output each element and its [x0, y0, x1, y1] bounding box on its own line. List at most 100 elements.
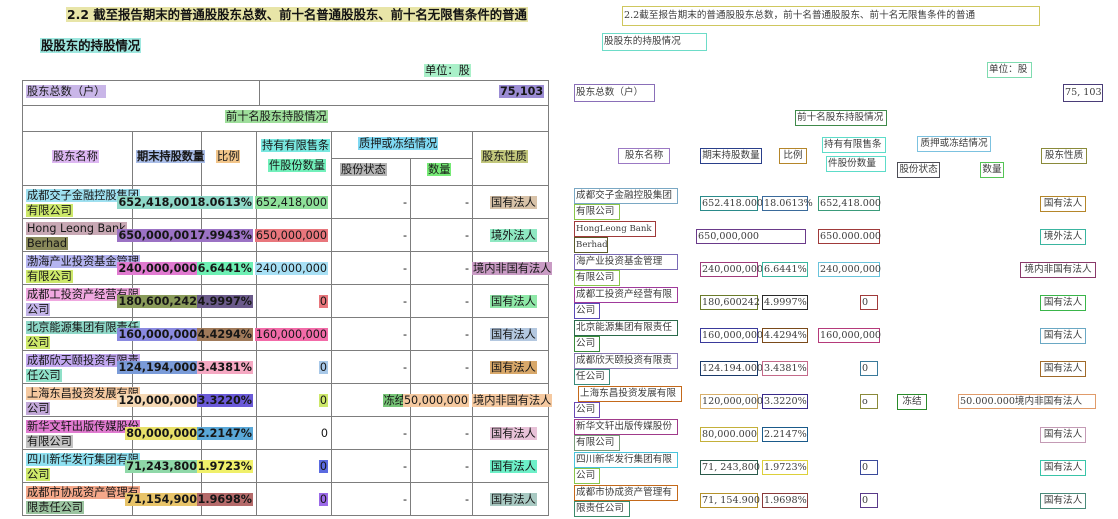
- doc-row-1-name-line1-text: Hong Leong Bank: [26, 222, 127, 235]
- doc-row-4-restricted-text: 160,000,000: [254, 328, 328, 341]
- doc-row-3-ratio-text: 4.9997%: [196, 295, 253, 308]
- ocr-row-6-name-line1: 上海东昌投资发展有限: [578, 386, 682, 402]
- doc-row-8-nature: 国有法人: [490, 460, 537, 473]
- doc-row-1-status: -: [402, 229, 407, 242]
- doc-row-2-nature-text: 境内非国有法人: [472, 262, 553, 275]
- doc-row-2-status: -: [402, 262, 407, 275]
- table-rule: [22, 131, 549, 132]
- doc-row-3-shares-text: 180,600,242: [117, 295, 198, 308]
- doc-row-0-name-line2-text: 有限公司: [26, 204, 73, 217]
- doc-row-7-nature: 国有法人: [490, 427, 537, 440]
- doc-row-0-nature: 国有法人: [490, 196, 537, 209]
- ocr-row-3-shares: 180,600242: [700, 295, 760, 310]
- doc-row-9-status: -: [402, 493, 407, 506]
- doc-row-7-restricted: 0: [320, 427, 328, 440]
- ocr-row-9-restricted: 0: [860, 493, 878, 508]
- ocr-row-3-name-line2: 公司: [574, 303, 600, 319]
- doc-row-2-qty: -: [464, 262, 469, 275]
- doc-row-4-status: -: [402, 328, 407, 341]
- header-ratio: 比例: [216, 150, 241, 163]
- doc-row-6-name-line1-text: 上海东昌投资发展有限: [26, 387, 140, 400]
- table-rule: [410, 158, 411, 515]
- total-holders-value-text: 75,103: [499, 85, 545, 98]
- ocr-row-0-name-line1: 成都交子金融控股集团: [574, 188, 678, 204]
- doc-row-9-ratio: 1.9698%: [0, 493, 253, 506]
- doc-row-2-name-line2: 有限公司: [26, 270, 73, 283]
- doc-row-2-nature: 境内非国有法人: [472, 262, 553, 275]
- ocr-row-5-shares: 124.194.000: [700, 361, 763, 376]
- doc-row-8-ratio: 1.9723%: [0, 460, 253, 473]
- ocr-header-nature: 股东性质: [1041, 148, 1087, 164]
- doc-row-2-name-line1: 渤海产业投资基金管理: [26, 255, 140, 268]
- ocr-row-5-name-line2: 任公司: [574, 369, 610, 385]
- table-rule: [22, 383, 549, 384]
- doc-row-6-name-line1: 上海东昌投资发展有限: [26, 387, 140, 400]
- doc-row-7-status: -: [402, 427, 407, 440]
- ocr-row-8-ratio: 1.9723%: [762, 460, 808, 475]
- doc-row-6-restricted-text: 0: [318, 394, 328, 407]
- doc-row-6-qty-text: 50,000,000: [402, 394, 469, 407]
- doc-row-1-nature-text: 境外法人: [490, 229, 537, 242]
- doc-row-9-shares-text: 71,154,900: [125, 493, 198, 506]
- original-document-panel: 2.2 截至报告期末的普通股股东总数、前十名普通股股东、前十名无限售条件的普通 …: [0, 7, 553, 516]
- doc-row-2-ratio-text: 6.6441%: [196, 262, 253, 275]
- ocr-title-line2: 股股东的持股情况: [602, 33, 707, 51]
- ocr-row-5-name-line1: 成都欣天颐投资有限责: [574, 353, 678, 369]
- ocr-row-1-shares: 650,000,000: [696, 229, 806, 244]
- doc-row-5-name-line1: 成都欣天颐投资有限责: [26, 354, 140, 367]
- ocr-row-2-name-line2: 有限公司: [574, 270, 620, 286]
- section-label: 前十名股东持股情况: [225, 110, 328, 123]
- table-rule: [472, 131, 473, 515]
- doc-row-1-name-line2: Berhad: [26, 237, 69, 250]
- doc-row-6-qty: 50,000,000: [0, 394, 469, 407]
- header-name: 股东名称: [52, 150, 99, 163]
- doc-row-3-restricted: 0: [0, 295, 328, 308]
- ocr-row-1-name-line1: HongLeong Bank: [574, 221, 656, 237]
- ocr-row-7-nature: 国有法人: [1040, 427, 1086, 443]
- ocr-row-6-shares: 120,000,000: [700, 394, 763, 409]
- doc-row-0-restricted: 652,418,000: [0, 196, 328, 209]
- table-rule: [22, 515, 549, 516]
- doc-row-7-ratio-text: 2.2147%: [196, 427, 253, 440]
- doc-row-9-name-line2: 限责任公司: [26, 501, 84, 514]
- doc-row-7-name-line2: 有限公司: [26, 435, 73, 448]
- doc-row-3-name-line1-text: 成都工投资产经营有限: [26, 288, 140, 301]
- doc-row-2-restricted-text: 240,000,000: [254, 262, 328, 275]
- doc-row-1-name-line1: Hong Leong Bank: [26, 222, 127, 235]
- total-holders-label-text: 股东总数（户）: [26, 85, 107, 98]
- doc-row-5-shares: 124,194,000: [0, 361, 198, 374]
- doc-row-9-name-line2-text: 限责任公司: [26, 501, 84, 514]
- header-restricted-l1-text: 持有有限售条: [261, 139, 331, 152]
- table-rule: [22, 449, 549, 450]
- doc-row-7-qty: -: [464, 427, 469, 440]
- header-nature: 股东性质: [481, 150, 528, 163]
- ocr-row-0-nature: 国有法人: [1040, 196, 1086, 212]
- header-nature-text: 股东性质: [481, 150, 528, 163]
- doc-row-4-name-line1-text: 北京能源集团有限责任: [26, 321, 140, 334]
- ocr-row-5-restricted: 0: [860, 361, 878, 376]
- doc-row-5-name-line1-text: 成都欣天颐投资有限责: [26, 354, 140, 367]
- doc-row-8-status: -: [402, 460, 407, 473]
- table-rule: [22, 80, 23, 515]
- doc-row-0-qty: -: [464, 196, 469, 209]
- doc-row-5-nature: 国有法人: [490, 361, 537, 374]
- doc-row-5-nature-text: 国有法人: [490, 361, 537, 374]
- ocr-row-6-ratio: 3.3220%: [762, 394, 808, 409]
- ocr-row-5-nature: 国有法人: [1040, 361, 1086, 377]
- doc-row-8-restricted: 0: [0, 460, 328, 473]
- ocr-row-4-name-line1: 北京能源集团有限责任: [574, 320, 678, 336]
- doc-row-1-shares-text: 650,000,000: [117, 229, 198, 242]
- doc-row-0-shares-text: 652,418,000: [117, 196, 198, 209]
- table-rule: [22, 482, 549, 483]
- doc-row-5-name-line2: 任公司: [26, 369, 62, 382]
- doc-row-9-name-line1: 成都市协成资产管理有: [26, 486, 140, 499]
- doc-title-line1: 2.2 截至报告期末的普通股股东总数、前十名普通股股东、前十名无限售条件的普通: [66, 7, 528, 22]
- doc-row-8-ratio-text: 1.9723%: [196, 460, 253, 473]
- doc-row-3-qty: -: [464, 295, 469, 308]
- doc-row-7-ratio: 2.2147%: [0, 427, 253, 440]
- doc-row-0-name-line1-text: 成都交子金融控股集团: [26, 189, 140, 202]
- doc-row-3-name-line2: 公司: [26, 303, 51, 316]
- doc-row-6-name-line2: 公司: [26, 402, 51, 415]
- doc-row-0-status: -: [402, 196, 407, 209]
- doc-row-6-shares-text: 120,000,000: [117, 394, 198, 407]
